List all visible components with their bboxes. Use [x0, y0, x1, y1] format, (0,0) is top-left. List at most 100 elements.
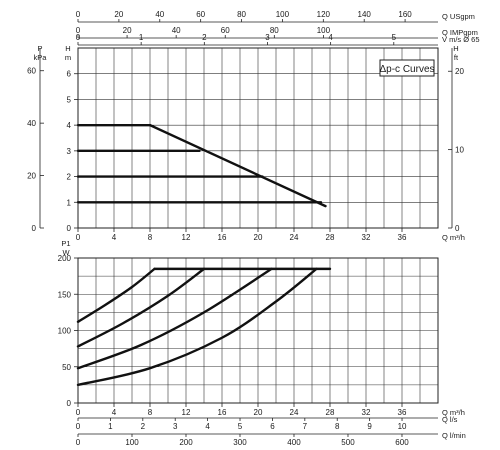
top-axis-tick-label: 60 [221, 26, 230, 35]
top-axis-tick-label: 140 [358, 10, 372, 19]
x-tick-label-lower: 28 [326, 408, 335, 417]
x-tick-label: 8 [148, 233, 153, 242]
bottom-axis-label: Q l/min [442, 431, 466, 440]
top-axis-tick-label: 0 [76, 33, 81, 42]
lower-series-line-2 [76, 267, 206, 348]
axis-labels: 0 4 8 12 16 20 24 28 32 36 Q m³/h0123456Hm0204060P… [27, 10, 479, 447]
bottom-axis-tick-label: 4 [205, 422, 210, 431]
top-axis-tick-label: 0 [76, 10, 81, 19]
bottom-axis-tick-label: 400 [287, 438, 301, 447]
y-axis-label: H [65, 44, 70, 53]
x-tick-label: 24 [290, 233, 299, 242]
top-axis-tick-label: 80 [237, 10, 246, 19]
top-axis-tick-label: 1 [139, 33, 144, 42]
upper-series-line-5 [148, 123, 327, 208]
top-axis-tick-label: 20 [123, 26, 132, 35]
x-tick-label-lower: 24 [290, 408, 299, 417]
top-axis-tick-label: 4 [328, 33, 333, 42]
bottom-axis-tick-label: 1 [108, 422, 113, 431]
x-tick-label: 32 [362, 233, 371, 242]
ft-axis-label: H [453, 44, 458, 53]
bottom-axis-tick-label: 600 [395, 438, 409, 447]
lower-curves [76, 267, 332, 387]
x-tick-label-lower: 20 [254, 408, 263, 417]
top-axis-label: V m/s Ø 65 [442, 35, 480, 44]
x-tick-label-lower: 12 [182, 408, 191, 417]
x-tick-label: 20 [254, 233, 263, 242]
bottom-axis-tick-label: 200 [179, 438, 193, 447]
bottom-axis-tick-label: 0 [76, 438, 81, 447]
y-tick-label-lower: 100 [58, 327, 72, 336]
bottom-axis-tick-label: 5 [238, 422, 243, 431]
bottom-axis-tick-label: 3 [173, 422, 178, 431]
x-axis-label: Q m³/h [442, 233, 465, 242]
top-axis-tick-label: 160 [398, 10, 412, 19]
top-axis-tick-label: 2 [202, 33, 207, 42]
ft-tick-label: 20 [455, 67, 464, 76]
x-tick-label: 28 [326, 233, 335, 242]
bottom-axis-tick-label: 10 [398, 422, 407, 431]
bottom-axis-tick-label: 300 [233, 438, 247, 447]
ft-axis-unit: ft [454, 53, 459, 62]
x-tick-label-lower: 16 [218, 408, 227, 417]
lower-series-line-4 [76, 267, 318, 387]
top-axis-tick-label: 100 [317, 26, 331, 35]
kpa-tick-label: 0 [32, 224, 37, 233]
y-tick-label-lower: 150 [58, 290, 72, 299]
top-axis-tick-label: 120 [317, 10, 331, 19]
lower-grid [77, 257, 439, 404]
y-tick-label-lower: 200 [58, 254, 72, 263]
chart-title: Δp-c Curves [379, 64, 434, 75]
top-axis-label: Q USgpm [442, 12, 475, 21]
x-tick-label: 4 [112, 233, 117, 242]
x-tick-label: 0 [76, 233, 81, 242]
x-tick-label-lower: 0 [76, 408, 81, 417]
kpa-tick-label: 40 [27, 119, 36, 128]
kpa-axis-unit: kPa [34, 53, 48, 62]
top-axis-tick-label: 100 [276, 10, 290, 19]
x-tick-label-lower: 8 [148, 408, 153, 417]
y-tick-label: 0 [67, 224, 72, 233]
y-tick-label: 6 [67, 70, 72, 79]
y-tick-label: 5 [67, 95, 72, 104]
bottom-axis-tick-label: 7 [303, 422, 308, 431]
y-axis-unit-lower: W [62, 248, 70, 257]
x-tick-label: 36 [398, 233, 407, 242]
bottom-axis-tick-label: 2 [141, 422, 146, 431]
bottom-axis-tick-label: 0 [76, 422, 81, 431]
x-tick-label: 16 [218, 233, 227, 242]
bottom-axis-tick-label: 8 [335, 422, 340, 431]
top-axis-tick-label: 40 [172, 26, 181, 35]
y-tick-label: 2 [67, 173, 72, 182]
lower-series-line-3 [76, 267, 273, 370]
kpa-axis-label: P [37, 44, 42, 53]
kpa-tick-label: 20 [27, 172, 36, 181]
top-axis-tick-label: 20 [114, 10, 123, 19]
top-axis-tick-label: 5 [392, 33, 397, 42]
x-tick-label: 12 [182, 233, 191, 242]
y-tick-label-lower: 50 [62, 363, 71, 372]
ft-tick-label: 10 [455, 146, 464, 155]
upper-curves [76, 123, 327, 208]
top-axis-tick-label: 0 [76, 26, 81, 35]
bottom-axis-tick-label: 9 [367, 422, 372, 431]
top-axis-label: Q IMPgpm [442, 28, 478, 37]
lower-series-line-1 [76, 267, 156, 323]
x-tick-label-lower: 4 [112, 408, 117, 417]
bottom-axis-label: Q l/s [442, 415, 458, 424]
top-axis-tick-label: 80 [270, 26, 279, 35]
kpa-tick-label: 60 [27, 67, 36, 76]
x-tick-label-lower: 32 [362, 408, 371, 417]
y-axis-unit: m [65, 53, 71, 62]
bottom-axis-tick-label: 6 [270, 422, 275, 431]
x-axis-label-lower: Q m³/h [442, 408, 465, 417]
top-axis-tick-label: 40 [155, 10, 164, 19]
x-tick-label-lower: 36 [398, 408, 407, 417]
ft-tick-label: 0 [455, 224, 460, 233]
bottom-axis-tick-label: 500 [341, 438, 355, 447]
y-tick-label: 1 [67, 198, 72, 207]
y-tick-label: 4 [67, 121, 72, 130]
top-axis-tick-label: 3 [265, 33, 270, 42]
y-tick-label: 3 [67, 147, 72, 156]
